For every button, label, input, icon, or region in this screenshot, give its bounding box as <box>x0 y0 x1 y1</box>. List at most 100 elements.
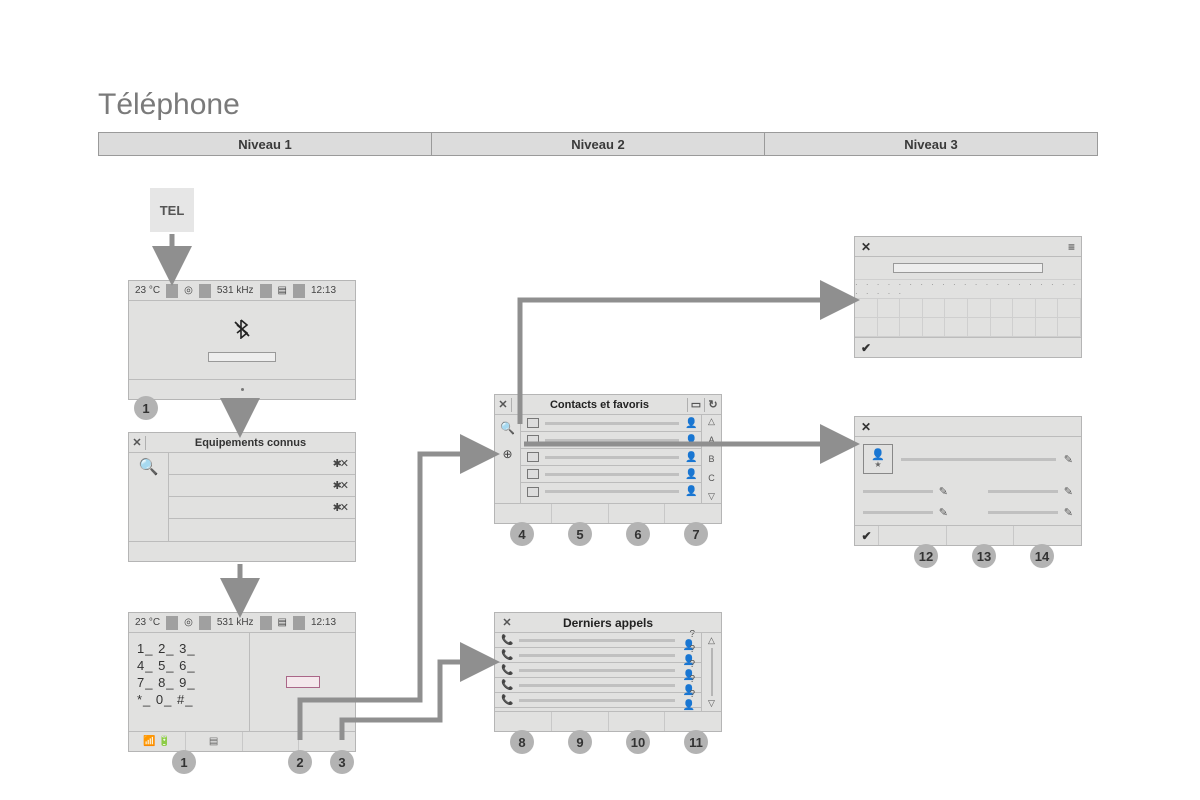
scroll-down-icon[interactable]: ▽ <box>708 699 715 708</box>
close-icon[interactable]: ✕ <box>499 616 515 629</box>
dialpad[interactable]: 1_ 2_ 3_ 4_ 5_ 6_ 7_ 8_ 9_ *_ 0_ #_ <box>129 633 249 731</box>
search-icon[interactable]: 🔍 <box>139 457 159 477</box>
close-icon[interactable]: ✕ <box>495 398 511 411</box>
badge-13: 13 <box>972 544 996 568</box>
badge-12: 12 <box>914 544 938 568</box>
tab-5[interactable] <box>552 504 609 523</box>
sim-icon <box>527 469 539 479</box>
dialpad-row[interactable]: 7_ 8_ 9_ <box>137 675 241 690</box>
tab-8[interactable] <box>495 712 552 731</box>
status-freq: 531 kHz <box>211 285 260 296</box>
device-row[interactable]: ✱✕ <box>169 453 355 475</box>
scroll-down-icon[interactable]: ▽ <box>708 492 715 501</box>
dialpad-row[interactable]: 4_ 5_ 6_ <box>137 658 241 673</box>
tab-9[interactable] <box>552 712 609 731</box>
tab-3[interactable] <box>243 732 300 751</box>
pencil-icon[interactable]: ✎ <box>939 485 948 498</box>
badge-5: 5 <box>568 522 592 546</box>
tab-14[interactable] <box>1014 526 1081 545</box>
status-target-icon: ◎ <box>178 617 199 628</box>
signal-icon: 📶 🔋 <box>129 732 186 751</box>
person-q-icon: ?👤 <box>681 689 695 711</box>
name-field[interactable] <box>901 458 1056 461</box>
level-3: Niveau 3 <box>765 133 1097 155</box>
screen-keyboard: ✕ ≡ · · · · · · · · · · · · · · · · · · … <box>854 236 1082 358</box>
tab-12[interactable] <box>879 526 947 545</box>
scrollbar[interactable]: △ ▽ <box>701 633 721 711</box>
avatar-star-icon: 👤★ <box>863 444 893 474</box>
pencil-icon[interactable]: ✎ <box>1064 506 1073 519</box>
close-icon[interactable]: ✕ <box>861 420 871 434</box>
tab-4[interactable] <box>495 504 552 523</box>
key-grid[interactable] <box>855 299 1081 337</box>
sim-icon <box>527 452 539 462</box>
badge-10: 10 <box>626 730 650 754</box>
pencil-icon[interactable]: ✎ <box>939 506 948 519</box>
tab-7[interactable] <box>665 504 721 523</box>
scroll-up-icon[interactable]: △ <box>708 417 715 426</box>
tab-6[interactable] <box>609 504 666 523</box>
search-icon[interactable]: 🔍 <box>500 421 515 435</box>
field[interactable] <box>988 490 1058 493</box>
status-bar: 23 °C ◎ 531 kHz ▤ 12:13 <box>129 281 355 301</box>
pencil-icon[interactable]: ✎ <box>1064 485 1073 498</box>
tab-4[interactable] <box>299 732 355 751</box>
contact-row[interactable]: 👤 <box>521 483 701 500</box>
badge-1: 1 <box>134 396 158 420</box>
close-icon[interactable]: ✕ <box>861 240 871 254</box>
menu-icon[interactable]: ≡ <box>1068 240 1075 254</box>
field[interactable] <box>863 511 933 514</box>
call-row[interactable]: 📞?👤 <box>495 648 701 663</box>
phone-icon: 📞 <box>501 695 513 706</box>
contact-row[interactable]: 👤 <box>521 432 701 449</box>
contact-row[interactable]: 👤 <box>521 466 701 483</box>
device-row[interactable]: ✱✕ <box>169 475 355 497</box>
badge-11: 11 <box>684 730 708 754</box>
bluetooth-x-icon: ✱✕ <box>333 501 347 514</box>
search-field[interactable] <box>893 263 1043 273</box>
refresh-icon[interactable]: ↻ <box>705 398 721 411</box>
status-card-icon: ▤ <box>272 617 293 628</box>
scroll-up-icon[interactable]: △ <box>708 636 715 645</box>
check-icon[interactable]: ✔ <box>855 526 879 545</box>
index-c[interactable]: C <box>708 473 715 483</box>
field[interactable] <box>988 511 1058 514</box>
status-time: 12:13 <box>305 617 342 628</box>
index-b[interactable]: B <box>708 454 714 464</box>
sim-icon <box>527 418 539 428</box>
dialpad-row[interactable]: 1_ 2_ 3_ <box>137 641 241 656</box>
call-row[interactable]: 📞?👤 <box>495 693 701 708</box>
card-icon[interactable]: ▭ <box>688 398 704 411</box>
badge-14: 14 <box>1030 544 1054 568</box>
tab-13[interactable] <box>947 526 1015 545</box>
alpha-index[interactable]: △ A B C ▽ <box>701 415 721 503</box>
call-row[interactable]: 📞?👤 <box>495 678 701 693</box>
tel-button[interactable]: TEL <box>150 188 194 232</box>
check-icon[interactable]: ✔ <box>861 341 871 355</box>
device-row[interactable] <box>169 519 355 541</box>
status-target-icon: ◎ <box>178 285 199 296</box>
add-icon[interactable]: ⊕ <box>502 447 512 461</box>
page-title: Téléphone <box>98 88 240 122</box>
contact-row[interactable]: 👤 <box>521 449 701 466</box>
sim-icon <box>527 435 539 445</box>
screen-contacts: ✕ Contacts et favoris ▭ ↻ 🔍 ⊕ 👤 👤 👤 👤 👤 … <box>494 394 722 524</box>
status-card-icon: ▤ <box>272 285 293 296</box>
phone-icon: 📞 <box>501 680 513 691</box>
bluetooth-x-icon: ✱✕ <box>333 479 347 492</box>
badge-1b: 1 <box>172 750 196 774</box>
badge-2: 2 <box>288 750 312 774</box>
call-row[interactable]: 📞?👤 <box>495 663 701 678</box>
field[interactable] <box>863 490 933 493</box>
person-icon: 👤 <box>685 435 695 446</box>
screen-recent-calls: ✕ Derniers appels 📞?👤 📞?👤 📞?👤 📞?👤 📞?👤 △ … <box>494 612 722 732</box>
call-row[interactable]: 📞?👤 <box>495 633 701 648</box>
tab-10[interactable] <box>609 712 666 731</box>
contact-row[interactable]: 👤 <box>521 415 701 432</box>
pencil-icon[interactable]: ✎ <box>1064 453 1073 466</box>
tab-11[interactable] <box>665 712 721 731</box>
device-row[interactable]: ✱✕ <box>169 497 355 519</box>
index-a[interactable]: A <box>708 435 714 445</box>
close-icon[interactable]: ✕ <box>129 436 145 449</box>
dialpad-row[interactable]: *_ 0_ #_ <box>137 692 241 707</box>
